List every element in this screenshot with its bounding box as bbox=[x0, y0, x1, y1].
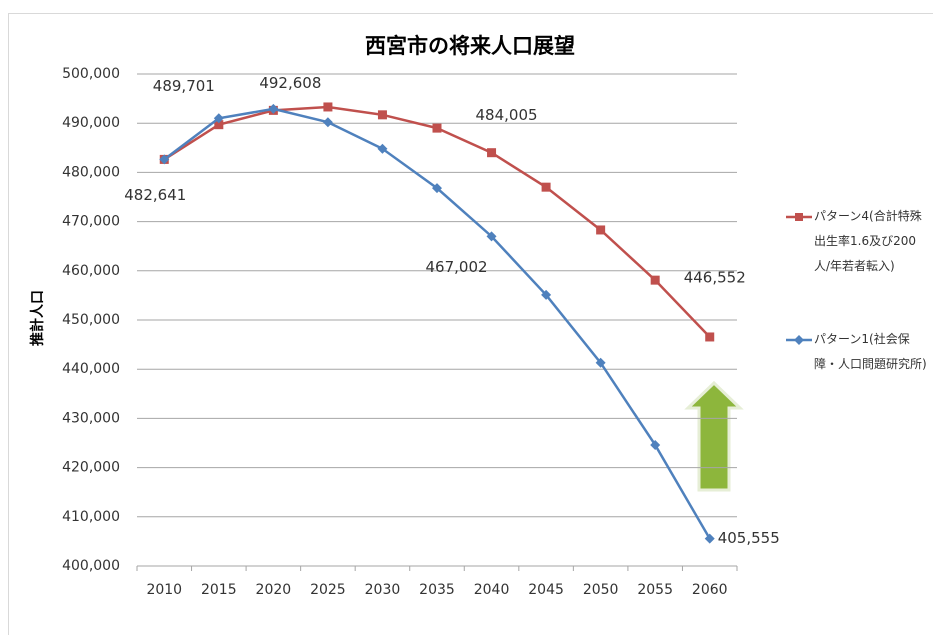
marker bbox=[487, 148, 497, 158]
x-tick-label: 2015 bbox=[201, 582, 237, 598]
legend-marker bbox=[794, 335, 804, 345]
marker bbox=[377, 110, 387, 120]
x-tick-label: 2030 bbox=[365, 582, 401, 598]
y-tick-label: 420,000 bbox=[62, 460, 120, 476]
marker bbox=[541, 289, 552, 300]
data-label: 446,552 bbox=[684, 268, 746, 286]
marker bbox=[377, 143, 388, 154]
legend-label: パターン1(社会保障・人口問題研究所) bbox=[814, 332, 927, 371]
y-tick-label: 480,000 bbox=[62, 164, 120, 180]
x-tick-label: 2045 bbox=[528, 582, 564, 598]
marker bbox=[323, 102, 333, 112]
data-label: 484,005 bbox=[476, 106, 538, 124]
x-tick-label: 2040 bbox=[474, 582, 510, 598]
marker bbox=[322, 117, 333, 128]
data-label: 492,608 bbox=[259, 74, 321, 92]
y-axis-label: 推計人口 bbox=[29, 290, 46, 346]
data-label: 489,701 bbox=[153, 77, 215, 95]
y-tick-label: 410,000 bbox=[62, 509, 120, 525]
marker bbox=[486, 231, 497, 242]
marker bbox=[705, 332, 715, 342]
y-tick-label: 470,000 bbox=[62, 214, 120, 230]
marker bbox=[159, 154, 170, 165]
x-tick-label: 2020 bbox=[256, 582, 292, 598]
y-tick-label: 440,000 bbox=[62, 361, 120, 377]
x-tick-label: 2010 bbox=[146, 582, 182, 598]
x-tick-label: 2035 bbox=[419, 582, 455, 598]
y-tick-label: 400,000 bbox=[62, 558, 120, 574]
marker bbox=[432, 183, 442, 194]
y-tick-label: 490,000 bbox=[62, 115, 120, 131]
marker bbox=[595, 357, 606, 368]
marker bbox=[596, 225, 606, 235]
y-tick-label: 430,000 bbox=[62, 410, 120, 426]
x-tick-label: 2050 bbox=[583, 582, 619, 598]
marker bbox=[432, 123, 442, 133]
data-label: 467,002 bbox=[426, 258, 488, 276]
marker bbox=[268, 103, 279, 114]
legend-label: パターン4(合計特殊出生率1.6及び200人/年若者転入) bbox=[814, 209, 922, 273]
marker bbox=[650, 439, 661, 450]
x-tick-label: 2060 bbox=[692, 582, 728, 598]
x-tick-label: 2025 bbox=[310, 582, 346, 598]
legend-marker bbox=[795, 213, 803, 221]
chart-title: 西宮市の将来人口展望 bbox=[365, 34, 575, 58]
marker bbox=[213, 113, 224, 124]
y-tick-label: 500,000 bbox=[62, 66, 120, 82]
y-tick-label: 460,000 bbox=[62, 263, 120, 279]
marker bbox=[541, 182, 551, 192]
y-tick-label: 450,000 bbox=[62, 312, 120, 328]
x-tick-label: 2055 bbox=[637, 582, 673, 598]
marker bbox=[704, 533, 715, 544]
data-label: 405,555 bbox=[718, 529, 780, 547]
chart-frame bbox=[8, 13, 933, 635]
data-label: 482,641 bbox=[124, 186, 186, 204]
marker bbox=[214, 120, 224, 130]
marker bbox=[650, 275, 660, 285]
series-line bbox=[163, 107, 711, 540]
arrow bbox=[684, 380, 744, 492]
